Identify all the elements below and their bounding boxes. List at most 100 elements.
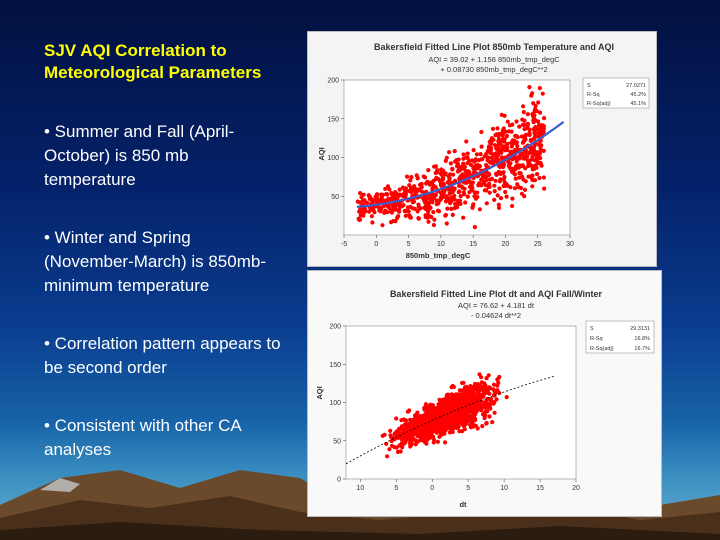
data-point bbox=[523, 132, 529, 137]
x-tick-label: 5 bbox=[466, 485, 470, 492]
data-point bbox=[383, 210, 388, 215]
data-point bbox=[430, 200, 435, 205]
data-point bbox=[442, 397, 447, 402]
bullet-list: • Summer and Fall (April-October) is 850… bbox=[44, 120, 284, 496]
data-point bbox=[500, 136, 506, 141]
data-point bbox=[510, 196, 515, 201]
data-point bbox=[496, 205, 502, 210]
data-point bbox=[482, 179, 487, 184]
data-point bbox=[470, 399, 475, 404]
data-point bbox=[393, 190, 398, 195]
data-point bbox=[424, 430, 429, 436]
chart-equation-line-2: + 0.08730 850mb_tmp_degC**2 bbox=[440, 65, 547, 74]
data-point bbox=[518, 171, 523, 176]
data-point bbox=[486, 373, 491, 378]
data-point bbox=[436, 425, 442, 430]
data-point bbox=[362, 198, 367, 203]
data-point bbox=[494, 389, 499, 394]
data-point bbox=[487, 149, 493, 154]
data-point bbox=[394, 416, 399, 421]
data-point bbox=[517, 156, 522, 161]
stats-box bbox=[585, 320, 655, 354]
data-point bbox=[527, 127, 532, 132]
data-point bbox=[490, 420, 495, 425]
data-point bbox=[520, 151, 525, 156]
stat-label: R-Sq bbox=[587, 92, 600, 98]
data-point bbox=[535, 172, 540, 177]
data-point bbox=[462, 427, 467, 432]
data-point bbox=[498, 196, 504, 201]
data-point bbox=[358, 200, 363, 205]
data-point bbox=[418, 414, 423, 419]
data-point bbox=[453, 416, 459, 421]
data-point bbox=[514, 159, 519, 164]
data-point bbox=[412, 206, 417, 211]
x-tick-label: 15 bbox=[536, 485, 544, 492]
data-point bbox=[468, 162, 474, 167]
y-tick-label: 50 bbox=[333, 438, 341, 445]
data-point bbox=[423, 402, 428, 407]
data-point bbox=[538, 146, 543, 151]
data-point bbox=[526, 160, 531, 165]
data-point bbox=[514, 119, 519, 124]
data-point bbox=[426, 219, 431, 224]
data-point bbox=[502, 183, 508, 188]
data-point bbox=[509, 129, 514, 134]
data-point bbox=[492, 183, 497, 188]
data-point bbox=[511, 166, 516, 171]
data-point bbox=[380, 223, 385, 228]
data-point bbox=[479, 144, 484, 149]
data-point bbox=[452, 410, 457, 415]
data-point bbox=[535, 134, 540, 139]
data-point bbox=[447, 430, 452, 435]
data-point bbox=[525, 121, 530, 126]
data-point bbox=[493, 178, 498, 183]
data-point bbox=[415, 411, 420, 417]
data-point bbox=[403, 186, 409, 191]
data-point bbox=[533, 103, 538, 109]
data-point bbox=[522, 126, 527, 132]
data-point bbox=[520, 122, 525, 127]
data-point bbox=[408, 444, 413, 449]
data-point bbox=[465, 155, 470, 160]
data-point bbox=[453, 178, 458, 183]
data-point bbox=[385, 192, 390, 197]
data-point bbox=[461, 152, 466, 157]
x-tick-label: -5 bbox=[341, 241, 347, 248]
y-tick-label: 100 bbox=[327, 155, 339, 162]
x-axis-label: dt bbox=[459, 500, 467, 509]
data-point bbox=[426, 168, 431, 173]
data-point bbox=[464, 407, 469, 412]
data-point bbox=[405, 409, 410, 414]
data-point bbox=[371, 208, 376, 213]
data-point bbox=[449, 206, 454, 211]
data-point bbox=[512, 138, 517, 143]
data-point bbox=[431, 434, 436, 439]
data-point bbox=[536, 100, 541, 105]
data-point bbox=[437, 434, 442, 439]
data-point bbox=[408, 178, 413, 183]
data-point bbox=[408, 436, 413, 441]
data-point bbox=[530, 173, 535, 178]
data-point bbox=[479, 177, 484, 182]
data-point bbox=[397, 443, 402, 448]
stat-value: 45.2% bbox=[630, 92, 646, 98]
data-point bbox=[416, 216, 421, 221]
data-point bbox=[490, 126, 496, 131]
data-point bbox=[447, 176, 452, 181]
data-point bbox=[370, 220, 375, 225]
data-point bbox=[521, 110, 526, 115]
data-point bbox=[443, 426, 448, 431]
data-point bbox=[486, 182, 491, 187]
data-point bbox=[443, 158, 448, 163]
data-point bbox=[507, 123, 512, 128]
data-point bbox=[358, 208, 363, 213]
data-point bbox=[435, 439, 440, 444]
data-point bbox=[487, 414, 492, 419]
data-point bbox=[439, 183, 444, 188]
data-point bbox=[522, 138, 527, 143]
data-point bbox=[541, 175, 546, 180]
data-point bbox=[537, 175, 542, 181]
data-point bbox=[526, 163, 531, 169]
data-point bbox=[395, 215, 400, 220]
